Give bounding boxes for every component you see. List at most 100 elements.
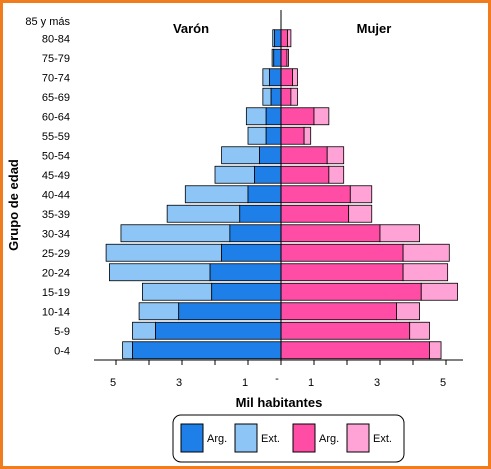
bar-mujer-arg-40-44	[280, 185, 351, 204]
bar-mujer-arg-60-64	[280, 107, 315, 126]
right-side-title: Mujer	[357, 21, 392, 36]
bar-varon-arg-35-39	[239, 204, 282, 223]
age-group-label: 40-44	[42, 189, 70, 201]
bar-varon-ext-40-44	[184, 185, 249, 204]
bar-varon-ext-60-64	[245, 107, 267, 126]
bar-mujer-arg-50-54	[280, 146, 328, 165]
left-side-title: Varón	[173, 21, 209, 36]
bar-mujer-ext-0-4	[429, 341, 442, 360]
bar-mujer-ext-60-64	[313, 107, 330, 126]
bar-mujer-ext-10-14	[396, 302, 421, 321]
bar-varon-ext-55-59	[247, 126, 267, 145]
age-group-label: 80-84	[42, 33, 70, 45]
bar-mujer-ext-20-24	[402, 263, 449, 282]
bar-mujer-arg-0-4	[280, 341, 430, 360]
age-group-label: 50-54	[42, 150, 70, 162]
age-group-label: 10-14	[42, 306, 70, 318]
age-group-label: 60-64	[42, 111, 70, 123]
bar-mujer-arg-80-84	[280, 29, 288, 48]
age-group-label: 20-24	[42, 267, 70, 279]
bar-mujer-ext-55-59	[303, 126, 312, 145]
bar-mujer-ext-40-44	[349, 185, 373, 204]
age-group-label: 0-4	[54, 345, 70, 357]
x-tick-label-center: -	[275, 373, 279, 385]
age-group-label: 15-19	[42, 287, 70, 299]
age-labels-group: 0-4 5-9 10-14 15-19 20-24 25-29 30-34 35-39 40-4…	[25, 16, 70, 358]
bar-varon-arg-5-9	[155, 321, 282, 340]
legend-label: Arg.	[207, 433, 227, 445]
bar-varon-arg-55-59	[265, 126, 282, 145]
bar-varon-arg-10-14	[178, 302, 282, 321]
bar-mujer-arg-55-59	[280, 126, 305, 145]
age-group-label: 30-34	[42, 228, 70, 240]
bar-varon-ext-15-19	[141, 282, 213, 301]
bar-varon-ext-20-24	[109, 263, 211, 282]
x-tick-label: 5	[110, 377, 116, 389]
bar-varon-arg-30-34	[229, 224, 282, 243]
bar-varon-ext-25-29	[105, 243, 222, 262]
bar-mujer-ext-70-74	[292, 68, 298, 87]
bar-varon-ext-45-49	[214, 165, 255, 184]
x-tick-label: 3	[176, 377, 182, 389]
bar-varon-ext-0-4	[122, 341, 133, 360]
bar-mujer-ext-50-54	[326, 146, 345, 165]
x-tick-label: 1	[242, 377, 248, 389]
bar-varon-ext-10-14	[138, 302, 180, 321]
bar-mujer-ext-15-19	[420, 282, 458, 301]
legend-swatch	[346, 423, 370, 453]
legend-swatch	[234, 423, 258, 453]
bar-mujer-ext-35-39	[348, 204, 373, 223]
legend-swatch	[180, 423, 204, 453]
bar-varon-ext-70-74	[262, 68, 270, 87]
x-tick-label: 5	[440, 377, 446, 389]
bar-varon-arg-50-54	[259, 146, 282, 165]
age-group-label: 55-59	[42, 131, 70, 143]
bar-varon-arg-45-49	[254, 165, 282, 184]
bar-varon-ext-50-54	[221, 146, 260, 165]
age-group-label: 35-39	[42, 209, 70, 221]
bar-mujer-arg-25-29	[280, 243, 404, 262]
bar-varon-arg-40-44	[247, 185, 282, 204]
legend-swatch	[292, 423, 316, 453]
bar-mujer-arg-70-74	[280, 68, 293, 87]
legend-label: Ext.	[261, 433, 280, 445]
legend: Arg. Ext. Arg. Ext.	[172, 414, 405, 463]
x-ticks-group: 5 3 1 1 3 5 -	[110, 360, 447, 389]
bar-varon-ext-30-34	[120, 224, 231, 243]
bar-mujer-arg-65-69	[280, 87, 292, 106]
bar-varon-arg-60-64	[265, 107, 282, 126]
legend-label: Arg.	[319, 433, 339, 445]
age-group-label: 5-9	[54, 326, 70, 338]
bar-varon-ext-35-39	[166, 204, 241, 223]
bar-mujer-ext-45-49	[328, 165, 345, 184]
bar-mujer-arg-75-79	[280, 48, 288, 67]
bar-mujer-ext-5-9	[409, 321, 430, 340]
bar-mujer-ext-75-79	[286, 48, 289, 67]
bar-varon-ext-5-9	[132, 321, 157, 340]
bars-group	[105, 29, 458, 360]
bar-varon-arg-75-79	[273, 48, 282, 67]
bar-varon-ext-65-69	[262, 87, 272, 106]
bar-mujer-arg-30-34	[280, 224, 381, 243]
bar-mujer-arg-45-49	[280, 165, 330, 184]
bar-mujer-arg-35-39	[280, 204, 350, 223]
legend-box	[172, 414, 405, 463]
age-group-label: 70-74	[42, 72, 70, 84]
bar-varon-arg-70-74	[269, 68, 282, 87]
x-tick-label: 3	[374, 377, 380, 389]
bar-mujer-ext-80-84	[287, 29, 292, 48]
bar-varon-arg-25-29	[221, 243, 282, 262]
bar-varon-arg-15-19	[211, 282, 282, 301]
bar-mujer-arg-20-24	[280, 263, 404, 282]
bar-mujer-ext-30-34	[379, 224, 420, 243]
bar-mujer-ext-25-29	[402, 243, 450, 262]
bar-varon-arg-80-84	[273, 29, 282, 48]
age-group-label: 65-69	[42, 92, 70, 104]
bar-mujer-arg-5-9	[280, 321, 411, 340]
age-group-label: 85 y más	[25, 16, 70, 28]
bar-mujer-arg-15-19	[280, 282, 422, 301]
bar-varon-arg-65-69	[270, 87, 282, 106]
x-axis-title: Mil habitantes	[236, 395, 323, 410]
x-tick-label: 1	[308, 377, 314, 389]
